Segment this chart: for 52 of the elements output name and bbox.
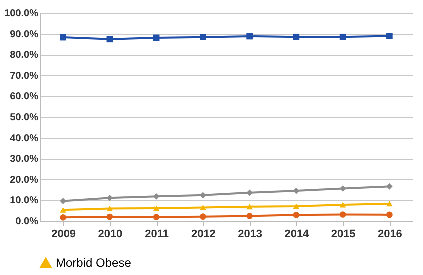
point (246, 204, 253, 210)
point (153, 194, 160, 200)
y-tick-label: 50.0% (10, 112, 39, 124)
point (386, 184, 393, 190)
point (106, 206, 114, 212)
x-tick-label: 2009 (52, 228, 76, 240)
point (200, 192, 206, 199)
point (200, 204, 206, 210)
point (106, 194, 114, 202)
point (340, 34, 346, 40)
point (386, 201, 393, 207)
point (106, 36, 114, 43)
point (293, 212, 300, 218)
x-tick-label: 2016 (378, 228, 402, 240)
y-tick-label: 70.0% (10, 70, 39, 82)
y-tick-label: 30.0% (10, 154, 39, 166)
y-tick-label: 20.0% (10, 174, 39, 186)
y-tick-label: 40.0% (10, 133, 39, 144)
y-tick-label: 0.0% (16, 216, 39, 228)
y-tick-label: 10.0% (10, 196, 39, 207)
point (153, 206, 160, 212)
point (246, 213, 253, 220)
point (200, 214, 206, 220)
x-tick-label: 2013 (238, 228, 263, 240)
point (293, 188, 300, 194)
point (60, 198, 66, 204)
point (60, 207, 66, 213)
point (153, 214, 160, 220)
point (293, 34, 300, 40)
point (340, 202, 346, 208)
point (386, 33, 393, 40)
y-tick-label: 60.0% (10, 92, 39, 103)
legend-label: Morbid Obese (56, 256, 132, 270)
x-tick-label: 2015 (331, 228, 356, 240)
point (340, 186, 346, 192)
point (60, 214, 66, 221)
point (200, 34, 206, 40)
x-tick-label: 2011 (145, 228, 169, 240)
point (340, 212, 346, 218)
y-tick-label: 90.0% (10, 29, 39, 40)
point (246, 33, 253, 40)
point (153, 34, 160, 42)
x-tick-label: 2014 (284, 228, 310, 240)
point (293, 204, 300, 210)
point (386, 212, 393, 218)
y-tick-label: 100.0% (4, 8, 39, 20)
x-tick-label: 2012 (191, 228, 216, 240)
y-tick-label: 80.0% (10, 50, 39, 62)
point (246, 190, 253, 196)
point (60, 34, 66, 41)
point (106, 214, 114, 220)
x-tick-label: 2010 (98, 228, 123, 240)
